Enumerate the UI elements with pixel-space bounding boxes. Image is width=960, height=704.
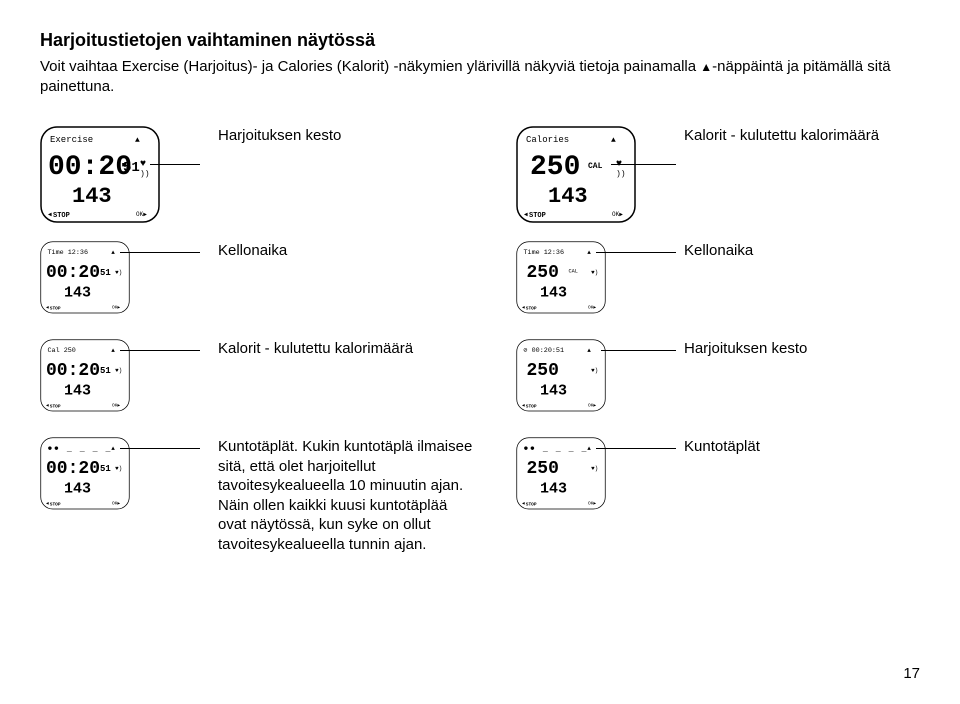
svg-text:♥: ♥: [140, 159, 146, 170]
svg-text:)): )): [616, 170, 626, 179]
svg-text:◀: ◀: [46, 306, 49, 311]
svg-text:◀: ◀: [48, 211, 52, 218]
svg-text:00:20: 00:20: [48, 152, 132, 183]
svg-text:CAL: CAL: [588, 162, 603, 171]
device-cal250: Cal 250 ▲ 00:20 51 ♥) 143 ◀STOP OK▶: [40, 339, 190, 419]
svg-text:143: 143: [540, 481, 567, 498]
svg-text:♥): ♥): [115, 269, 122, 276]
svg-text:00:20: 00:20: [46, 459, 100, 479]
svg-text:51: 51: [100, 366, 111, 376]
svg-text:♥): ♥): [115, 465, 122, 472]
svg-text:▲: ▲: [135, 136, 140, 145]
intro-paragraph: Voit vaihtaa Exercise (Harjoitus)- ja Ca…: [40, 57, 920, 96]
label-clock-left: Kellonaika: [218, 241, 488, 261]
svg-text:◀: ◀: [46, 404, 49, 409]
svg-text:OK▶: OK▶: [588, 501, 596, 507]
svg-text:51: 51: [100, 464, 111, 474]
up-triangle-icon: ▲: [700, 60, 712, 76]
page-number: 17: [903, 665, 920, 682]
svg-text:♥): ♥): [591, 367, 598, 374]
svg-text:CAL: CAL: [569, 269, 578, 275]
svg-text:OK▶: OK▶: [112, 501, 120, 507]
svg-text:143: 143: [72, 184, 112, 209]
svg-text:OK▶: OK▶: [136, 211, 147, 218]
svg-text:)): )): [140, 170, 150, 179]
intro-before: Voit vaihtaa Exercise (Harjoitus)- ja Ca…: [40, 58, 700, 75]
svg-text:250: 250: [527, 459, 559, 479]
svg-text:♥): ♥): [115, 367, 122, 374]
device-time-right: Time 12:36 ▲ 250 CAL ♥) 143 ◀STOP OK▶: [516, 241, 656, 321]
svg-text:Cal 250: Cal 250: [48, 347, 76, 355]
label-duration-2: Harjoituksen kesto: [684, 339, 954, 359]
svg-text:143: 143: [64, 481, 91, 498]
svg-text:▲: ▲: [611, 136, 616, 145]
svg-text:OK▶: OK▶: [588, 403, 596, 409]
svg-text:STOP: STOP: [50, 403, 61, 409]
svg-text:OK▶: OK▶: [112, 305, 120, 311]
svg-text:STOP: STOP: [529, 212, 546, 220]
svg-text:OK▶: OK▶: [112, 403, 120, 409]
svg-text:00:20: 00:20: [46, 263, 100, 283]
svg-text:250: 250: [527, 361, 559, 381]
svg-text:▲: ▲: [587, 249, 591, 256]
svg-text:▲: ▲: [111, 249, 115, 256]
svg-text:STOP: STOP: [526, 501, 537, 507]
page-title: Harjoitustietojen vaihtaminen näytössä: [40, 30, 920, 51]
header-calories: Calories: [526, 135, 569, 145]
svg-text:▲: ▲: [111, 347, 115, 354]
svg-text:STOP: STOP: [50, 501, 61, 507]
svg-text:STOP: STOP: [50, 305, 61, 311]
svg-text:◀: ◀: [522, 306, 525, 311]
svg-text:◀: ◀: [522, 502, 525, 507]
svg-text:STOP: STOP: [526, 305, 537, 311]
svg-text:◀: ◀: [522, 404, 525, 409]
label-cal-spent-2: Kalorit - kulutettu kalorimäärä: [218, 339, 488, 359]
svg-text:♥): ♥): [591, 465, 598, 472]
svg-text:♥): ♥): [591, 269, 598, 276]
device-calories-large: Calories ▲ 250 CAL ♥ )) 143 ◀ STOP OK▶: [516, 126, 656, 231]
svg-text:143: 143: [548, 184, 588, 209]
svg-text:◀: ◀: [524, 211, 528, 218]
svg-text:Time 12:36: Time 12:36: [48, 249, 89, 257]
label-exercise-duration: Harjoituksen kesto: [218, 126, 488, 146]
svg-text:143: 143: [64, 285, 91, 302]
svg-text:●● _ _ _ _: ●● _ _ _ _: [48, 445, 113, 454]
label-clock-right: Kellonaika: [684, 241, 954, 261]
label-dots-right: Kuntotäplät: [684, 437, 954, 457]
svg-text:STOP: STOP: [526, 403, 537, 409]
svg-text:51: 51: [100, 268, 111, 278]
svg-text:250: 250: [530, 152, 580, 183]
svg-text:⊘ 00:20:51: ⊘ 00:20:51: [524, 347, 565, 355]
svg-text:◀: ◀: [46, 502, 49, 507]
svg-text:250: 250: [527, 263, 559, 283]
svg-text:●● _ _ _ _: ●● _ _ _ _: [524, 445, 589, 454]
svg-text:Time 12:36: Time 12:36: [524, 249, 565, 257]
svg-text:OK▶: OK▶: [612, 211, 623, 218]
svg-text:▲: ▲: [111, 445, 115, 452]
svg-text:143: 143: [64, 383, 91, 400]
svg-text:143: 143: [540, 383, 567, 400]
device-stopwatch: ⊘ 00:20:51 ▲ 250 ♥) 143 ◀STOP OK▶: [516, 339, 656, 419]
device-dots-right: ●● _ _ _ _ ▲ 250 ♥) 143 ◀STOP OK▶: [516, 437, 656, 517]
svg-text:▲: ▲: [587, 347, 591, 354]
svg-text:▲: ▲: [587, 445, 591, 452]
device-exercise-large: Exercise ▲ 00:20 51 ♥ )) 143 ◀ STOP OK▶: [40, 126, 190, 231]
label-dots-explanation: Kuntotäplät. Kukin kuntotäplä ilmaisee s…: [218, 437, 478, 554]
svg-text:143: 143: [540, 285, 567, 302]
svg-text:OK▶: OK▶: [588, 305, 596, 311]
device-dots-left: ●● _ _ _ _ ▲ 00:20 51 ♥) 143 ◀STOP OK▶: [40, 437, 190, 517]
svg-text:00:20: 00:20: [46, 361, 100, 381]
svg-text:STOP: STOP: [53, 212, 70, 220]
label-calories-spent: Kalorit - kulutettu kalorimäärä: [684, 126, 954, 146]
svg-text:51: 51: [123, 160, 140, 176]
header-exercise: Exercise: [50, 135, 93, 145]
device-time-left: Time 12:36 ▲ 00:20 51 ♥) 143 ◀STOP OK▶: [40, 241, 190, 321]
